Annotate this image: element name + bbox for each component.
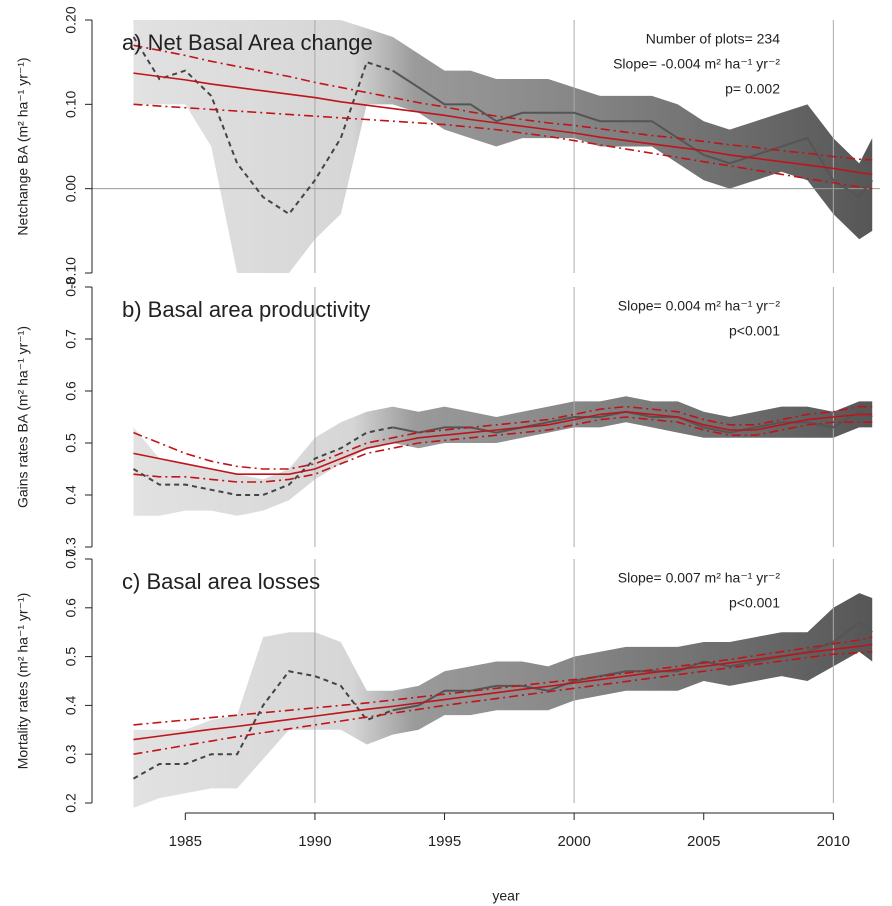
y-axis-label: Netchange BA (m² ha⁻¹ yr⁻¹) [15, 57, 31, 235]
annotation: p<0.001 [729, 323, 780, 339]
y-tick-label: 0.6 [63, 381, 79, 401]
y-tick-label: 0.2 [63, 793, 79, 813]
series-line [132, 426, 393, 496]
annotation: Slope= 0.007 m² ha⁻¹ yr⁻² [618, 570, 781, 586]
x-tick-label: 1990 [298, 833, 331, 850]
confidence-band [133, 20, 873, 273]
y-tick-label: -0.10 [63, 257, 79, 289]
y-tick-label: 0.6 [63, 598, 79, 618]
annotation: p<0.001 [729, 595, 780, 611]
panel-title: a) Net Basal Area change [122, 30, 373, 55]
series-line [133, 405, 873, 470]
series-line [133, 103, 873, 190]
panel-title: b) Basal area productivity [122, 297, 370, 322]
series-line [392, 410, 873, 434]
series-line [133, 72, 873, 176]
series-line [133, 416, 873, 483]
x-axis-label: year [492, 888, 520, 904]
x-tick-label: 2005 [687, 833, 720, 850]
y-tick-label: 0.4 [63, 485, 79, 505]
y-tick-label: 0.20 [63, 6, 79, 33]
y-tick-label: 0.00 [63, 175, 79, 202]
series-line [133, 410, 873, 475]
y-tick-label: 0.3 [63, 744, 79, 764]
y-tick-label: 0.7 [63, 329, 79, 349]
series-line [133, 643, 873, 741]
annotation: Number of plots= 234 [646, 31, 780, 47]
y-tick-label: 0.4 [63, 695, 79, 715]
y-axis-label: Mortality rates (m² ha⁻¹ yr⁻¹) [15, 593, 31, 770]
y-tick-label: 0.8 [63, 277, 79, 297]
x-tick-label: 2000 [557, 833, 590, 850]
annotation: Slope= 0.004 m² ha⁻¹ yr⁻² [618, 298, 781, 314]
series-line [132, 36, 393, 216]
confidence-band [133, 593, 873, 808]
panel-title: c) Basal area losses [122, 569, 320, 594]
series-line [133, 650, 873, 755]
confidence-band [133, 396, 873, 516]
y-tick-label: 0.3 [63, 537, 79, 557]
x-tick-label: 1985 [169, 833, 202, 850]
y-tick-label: 0.5 [63, 647, 79, 667]
x-tick-label: 2010 [817, 833, 850, 850]
y-tick-label: 0.5 [63, 433, 79, 453]
x-tick-label: 1995 [428, 833, 461, 850]
series-line [132, 670, 394, 780]
annotation: Slope= -0.004 m² ha⁻¹ yr⁻² [613, 56, 780, 72]
y-axis-label: Gains rates BA (m² ha⁻¹ yr⁻¹) [15, 326, 31, 508]
series-line [133, 636, 873, 726]
annotation: p= 0.002 [725, 81, 780, 97]
y-tick-label: 0.10 [63, 90, 79, 117]
series-line [133, 44, 873, 161]
series-line [392, 69, 874, 199]
y-tick-label: 0.7 [63, 549, 79, 569]
